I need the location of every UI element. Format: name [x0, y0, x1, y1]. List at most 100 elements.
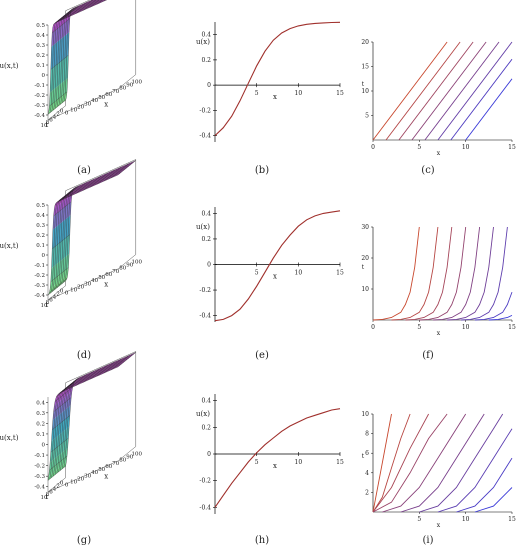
y-tick-label: -0.4: [199, 313, 211, 320]
surface-patch: [54, 400, 57, 406]
x-tick-label: 10: [70, 108, 77, 114]
mesh-line: [59, 186, 77, 202]
z-tick-label: 0.3: [36, 223, 45, 229]
surface-patch: [54, 24, 57, 32]
x-tick-label: 60: [105, 464, 112, 470]
surface-patch: [51, 472, 54, 478]
z-tick-label: 0: [42, 443, 46, 449]
surface-patch: [54, 286, 57, 290]
y-tick-label: 10: [361, 286, 369, 293]
mesh-line: [49, 278, 68, 293]
mesh-line: [54, 190, 73, 206]
surface-patch: [62, 99, 65, 103]
x-tick-label: 0: [371, 324, 375, 331]
surface-patch: [55, 285, 59, 289]
t-tick-label: 0: [60, 289, 64, 295]
y-tick-label: 0.4: [201, 210, 211, 217]
mesh-line: [104, 358, 122, 374]
x-tick-label: 10: [70, 288, 77, 294]
surface-patch: [56, 398, 59, 405]
surface-patch: [54, 283, 58, 289]
t-tick-label: 6: [49, 489, 53, 495]
mesh-line: [50, 55, 69, 70]
mesh-line: [54, 387, 73, 402]
x-tick-label: 80: [119, 266, 126, 272]
x-tick-label: 15: [336, 90, 344, 97]
contour-line: [488, 314, 513, 321]
surface-patch: [59, 19, 62, 28]
x-tick-label: 80: [119, 86, 126, 92]
surface-patch: [59, 199, 63, 205]
surface-patch: [52, 25, 55, 33]
surface-patch: [55, 202, 58, 206]
y-tick-label: -0.2: [199, 287, 211, 294]
x-tick-label: 15: [336, 459, 344, 466]
contour-line: [405, 226, 453, 321]
mesh-line: [47, 466, 66, 481]
surface-patch: [56, 103, 60, 108]
x-tick-label: 10: [295, 459, 303, 466]
x-axis-label: x: [437, 330, 441, 337]
mesh-line: [111, 355, 129, 370]
surface-patch: [65, 267, 69, 277]
mesh-line: [61, 377, 80, 392]
z-tick-label: 0.5: [36, 23, 45, 29]
surface-patch: [63, 462, 67, 468]
z-tick-label: -0.2: [34, 464, 45, 470]
t-axis-label: t: [45, 493, 48, 501]
mesh-line: [61, 5, 80, 20]
t-tick-label: 4: [53, 294, 57, 300]
surface-patch: [60, 393, 63, 398]
x-tick-label: 5: [255, 459, 259, 466]
surface-patch: [68, 397, 72, 407]
surface-patch: [58, 280, 61, 286]
x-tick-label: 10: [462, 144, 470, 151]
surface-patch: [65, 388, 68, 393]
x-tick-label: 30: [84, 281, 91, 287]
surface-patch: [52, 101, 55, 110]
mesh-line: [104, 166, 122, 182]
x-tick-label: 5: [417, 324, 421, 331]
surface-patch: [59, 395, 63, 402]
surface-patch: [57, 284, 60, 288]
z-tick-label: -0.1: [34, 263, 45, 269]
series-line: [214, 21, 341, 136]
surface-patch: [60, 201, 64, 211]
line-plot-h: 5 10 15 0.4 0.2 0 -0.2 -0.4 u(x) x: [196, 394, 344, 514]
t-axis-label: t: [45, 301, 48, 309]
t-tick-label: 4: [53, 114, 57, 120]
x-tick-label: 0: [65, 291, 69, 297]
x-tick-label: 5: [417, 144, 421, 151]
x-tick-label: 10: [462, 516, 470, 523]
surface-patch: [61, 394, 64, 401]
surface-patch: [57, 21, 60, 29]
box-edge: [118, 254, 136, 269]
contour-line: [372, 413, 448, 513]
z-tick-label: -0.1: [34, 453, 45, 459]
surface-patch: [51, 449, 55, 461]
surface-patch: [59, 282, 62, 286]
mesh-line: [56, 7, 75, 23]
z-tick-label: 0.3: [36, 411, 45, 417]
surface-patch: [60, 464, 63, 471]
mesh-line: [68, 2, 87, 17]
z-tick-label: 0.1: [36, 432, 45, 438]
surface-patch: [60, 279, 63, 284]
surface-patch: [59, 412, 62, 425]
y-axis-label: u(x): [196, 38, 210, 46]
x-tick-label: 70: [112, 461, 119, 467]
x-tick-label: 60: [105, 272, 112, 278]
surface-patch: [64, 391, 68, 398]
surface-patch: [55, 105, 58, 109]
contour-plot-f: 0 5 10 15 30 20 10 t x: [361, 224, 516, 337]
panel-label-i: (i): [422, 535, 433, 546]
surface-patch: [55, 397, 58, 402]
surface-patch: [53, 106, 56, 111]
surface-patch: [61, 458, 64, 467]
y-tick-label: 8: [365, 431, 369, 438]
panel-label-h: (h): [255, 535, 269, 546]
z-tick-label: 0: [42, 253, 46, 259]
surface-patch: [55, 205, 58, 215]
mesh-line: [61, 185, 80, 200]
x-tick-label: 0: [371, 144, 375, 151]
